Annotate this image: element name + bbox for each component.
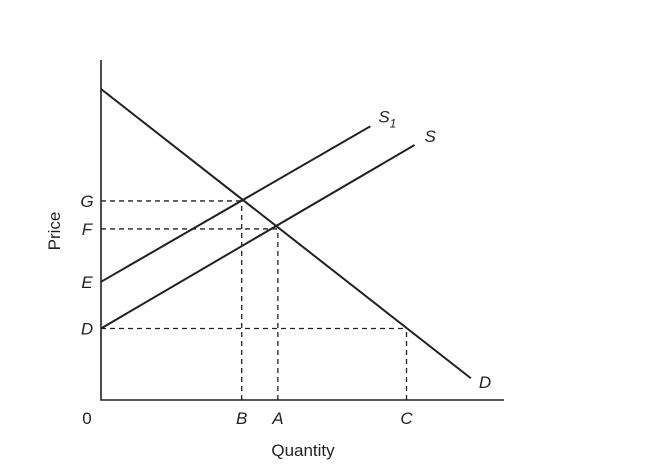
- x-tick-label-c: C: [400, 409, 413, 428]
- curve-d: [100, 88, 472, 380]
- y-tick-label-d: D: [81, 319, 93, 338]
- axis-lines: [100, 60, 504, 401]
- origin-label: 0: [82, 409, 91, 428]
- curves: [100, 88, 472, 380]
- y-tick-label-g: G: [80, 192, 93, 211]
- axes: [100, 60, 504, 401]
- curve-label-s1: S1: [378, 107, 396, 130]
- dashed-guides: [101, 200, 408, 400]
- curve-s1: [100, 125, 371, 283]
- labels: 0 Quantity Price GF E D B A C D S S1: [45, 107, 491, 460]
- y-tick-label-f: F: [82, 220, 94, 239]
- curve-label-s: S: [425, 127, 437, 146]
- y-tick-label-e: E: [81, 273, 93, 292]
- x-tick-label-b: B: [236, 409, 247, 428]
- curve-s: [100, 144, 416, 330]
- y-axis-label: Price: [45, 212, 64, 251]
- x-tick-label-a: A: [271, 409, 283, 428]
- x-axis-label: Quantity: [271, 441, 335, 460]
- curve-label-subscript: 1: [390, 116, 397, 130]
- curve-label-d: D: [479, 373, 491, 392]
